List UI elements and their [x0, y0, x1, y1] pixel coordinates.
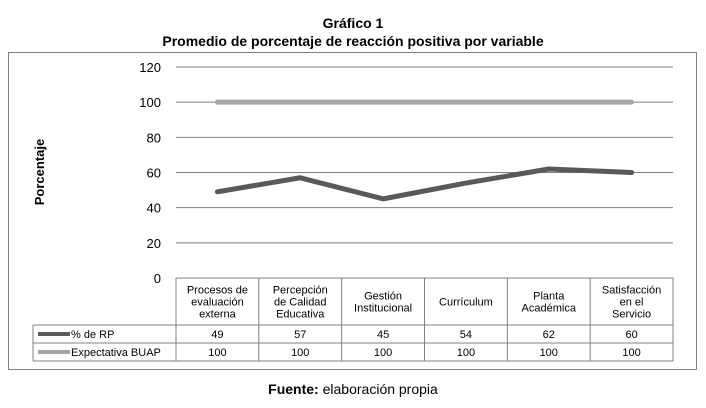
y-tick-label: 20 — [147, 236, 161, 251]
source-text: elaboración propia — [318, 381, 438, 397]
y-tick-label: 0 — [154, 271, 161, 286]
category-label: Percepción — [273, 285, 328, 297]
category-label: Procesos de — [187, 285, 248, 297]
data-label: 100 — [208, 347, 226, 359]
category-label: externa — [199, 309, 237, 321]
data-label: 45 — [377, 329, 389, 341]
category-label: Académica — [522, 303, 577, 315]
category-label: de Calidad — [274, 297, 327, 309]
data-label: 100 — [540, 347, 558, 359]
data-label: 100 — [374, 347, 392, 359]
data-label: 100 — [291, 347, 309, 359]
category-label: Planta — [533, 291, 565, 303]
y-tick-label: 120 — [139, 60, 161, 75]
y-tick-label: 80 — [147, 130, 161, 145]
data-label: 100 — [622, 347, 640, 359]
source-label: Fuente: — [268, 381, 319, 397]
legend-label: % de RP — [71, 329, 114, 341]
y-axis-label: Porcentaje — [32, 139, 47, 205]
legend-label: Expectativa BUAP — [71, 347, 161, 359]
category-label: Gestión — [364, 291, 402, 303]
series-line — [214, 166, 635, 202]
source-note: Fuente: elaboración propia — [0, 381, 706, 397]
category-label: Currículum — [439, 297, 493, 309]
chart-frame — [8, 52, 697, 370]
y-tick-label: 40 — [147, 201, 161, 216]
data-label: 49 — [211, 329, 223, 341]
data-label: 54 — [460, 329, 472, 341]
chart-subtitle: Promedio de porcentaje de reacción posit… — [162, 33, 544, 49]
y-tick-label: 60 — [147, 166, 161, 181]
data-label: 60 — [625, 329, 637, 341]
category-label: Satisfacción — [602, 285, 661, 297]
chart-title: Gráfico 1 — [322, 15, 384, 31]
data-label: 62 — [543, 329, 555, 341]
category-label: Institucional — [354, 303, 412, 315]
category-label: en el — [620, 297, 644, 309]
category-label: Servicio — [612, 309, 651, 321]
category-label: evaluación — [191, 297, 244, 309]
y-tick-label: 100 — [139, 95, 161, 110]
data-label: 100 — [457, 347, 475, 359]
data-label: 57 — [294, 329, 306, 341]
category-label: Educativa — [276, 309, 325, 321]
